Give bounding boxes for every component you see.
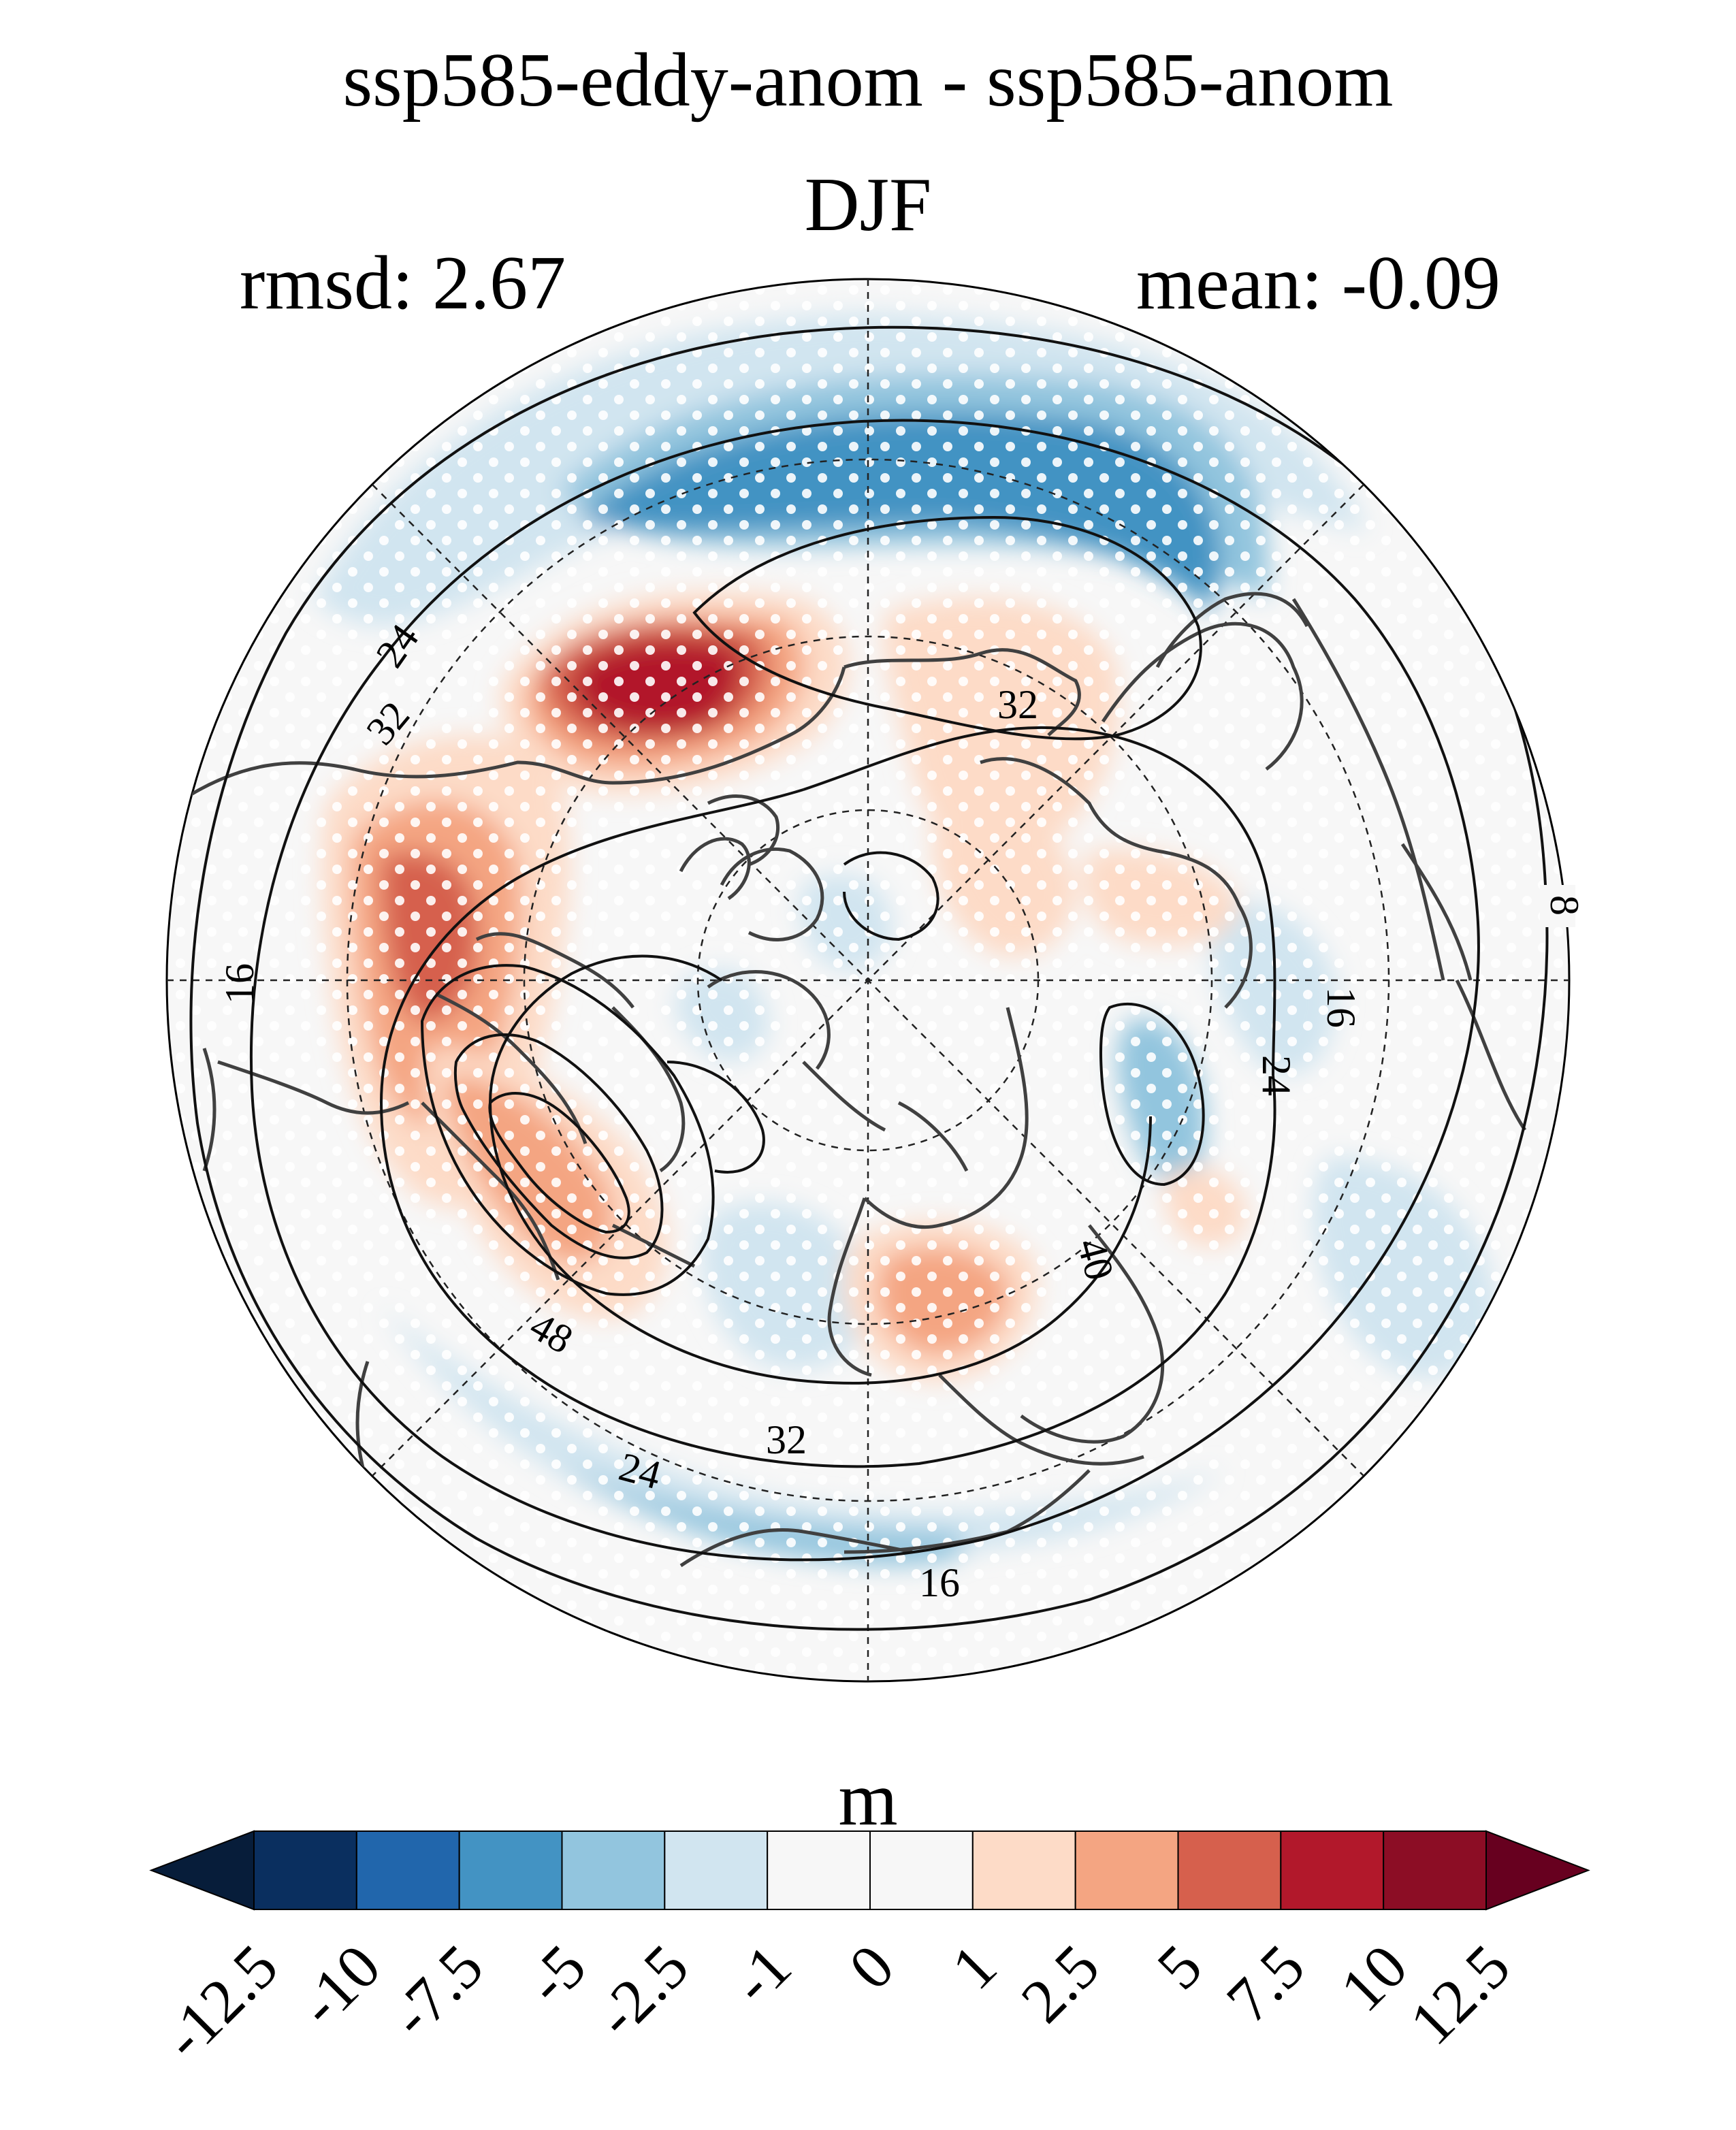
colorbar-segment: [767, 1830, 871, 1910]
contour-label: 32: [766, 1417, 807, 1462]
colorbar-segment: [664, 1830, 769, 1910]
colorbar-tick-label: 12.5: [1396, 1931, 1523, 2058]
contour-label: 32: [997, 682, 1038, 727]
colorbar-tick-label: 7.5: [1213, 1931, 1317, 2035]
colorbar-tick-label: -7.5: [377, 1931, 496, 2050]
colorbar-tick-label: -2.5: [582, 1931, 701, 2050]
contour-label: 16: [217, 963, 262, 1004]
colorbar-extend-low: [149, 1830, 255, 1911]
colorbar-segment: [561, 1830, 666, 1910]
colorbar-tick-label: 5: [1144, 1931, 1215, 2003]
colorbar-tick-label: -1: [718, 1931, 804, 2017]
colorbar-body: [149, 1830, 1590, 1911]
mean-label: mean: -0.09: [1136, 241, 1500, 325]
graticule: [167, 279, 1569, 1681]
colorbar-extend-high: [1485, 1830, 1590, 1911]
colorbar-tick-label: 0: [835, 1931, 907, 2003]
colorbar-segment: [1177, 1830, 1282, 1910]
colorbar-segment: [971, 1830, 1076, 1910]
colorbar-segment: [1280, 1830, 1385, 1910]
colorbar-tick-label: 2.5: [1008, 1931, 1112, 2035]
rmsd-label: rmsd: 2.67: [240, 241, 566, 325]
colorbar-segment: [458, 1830, 563, 1910]
colorbar-tick-label: -12.5: [150, 1931, 291, 2073]
contour-label: 16: [1319, 987, 1364, 1028]
season-label: DJF: [804, 163, 932, 247]
contour-lines: [189, 325, 1549, 1631]
colorbar-tick-label: -10: [285, 1931, 393, 2039]
colorbar-segment: [355, 1830, 460, 1910]
colorbar-tick-label: 1: [938, 1931, 1010, 2003]
colorbar-segment: [253, 1830, 357, 1910]
figure-title: ssp585-eddy-anom - ssp585-anom: [342, 38, 1394, 123]
contour-label: 24: [1254, 1055, 1299, 1096]
contour-label: 16: [919, 1560, 960, 1605]
colorbar-unit: m: [838, 1757, 897, 1841]
colorbar-segment: [1074, 1830, 1179, 1910]
colorbar-segment: [869, 1830, 974, 1910]
contour-label: 8: [1542, 895, 1587, 916]
colorbar-segment: [1383, 1830, 1487, 1910]
polar-map: 8 16 16 16 24 24 24 32 32 32 40 48: [165, 278, 1587, 1683]
